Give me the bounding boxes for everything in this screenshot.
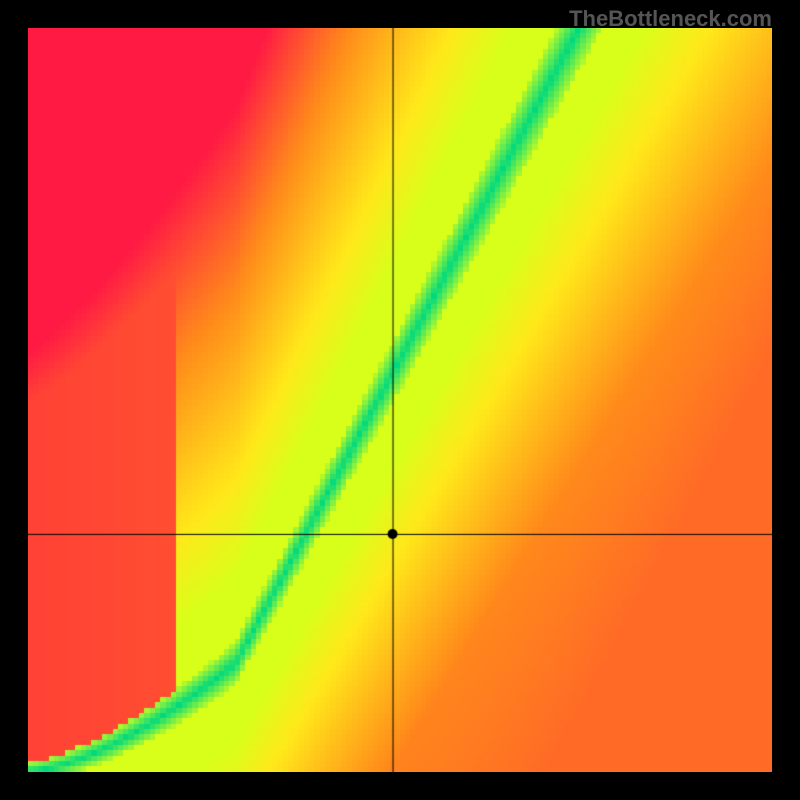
watermark-text: TheBottleneck.com [569, 6, 772, 32]
chart-container: TheBottleneck.com [0, 0, 800, 800]
bottleneck-heatmap [28, 28, 772, 772]
